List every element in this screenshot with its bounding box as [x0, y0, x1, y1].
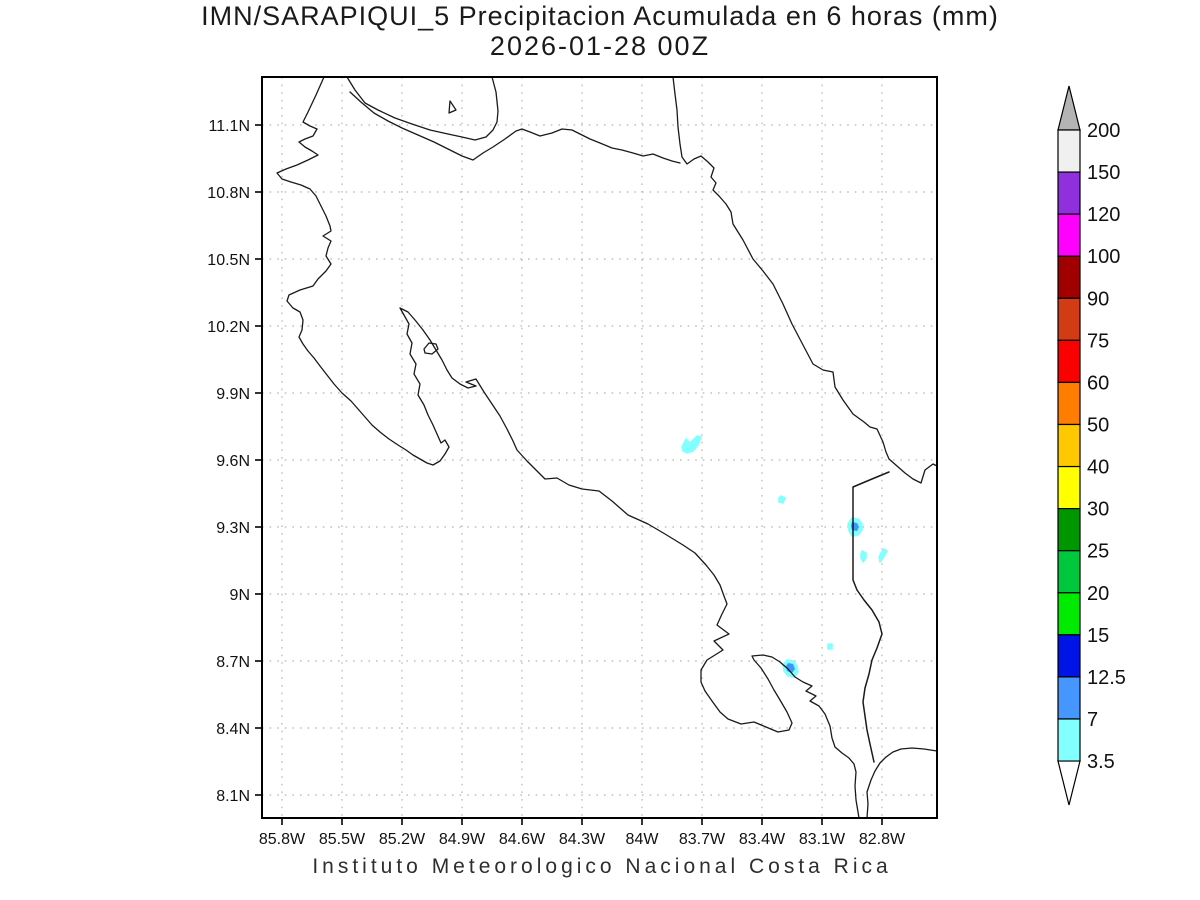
x-tick-label: 84.3W — [559, 831, 606, 848]
colorbar-level-label: 200 — [1087, 120, 1120, 142]
colorbar-level-label: 7 — [1087, 709, 1098, 731]
y-tick-label: 8.7N — [216, 654, 250, 671]
colorbar-level-label: 75 — [1087, 330, 1109, 352]
colorbar-level-label: 20 — [1087, 583, 1109, 605]
lake-islet — [448, 100, 457, 114]
colorbar-level-label: 15 — [1087, 625, 1109, 647]
burica-east-panama-coast — [866, 747, 938, 819]
pacific-coastline — [276, 76, 860, 819]
x-tick-label: 83.1W — [799, 831, 846, 848]
y-tick-label: 10.2N — [207, 319, 250, 336]
colorbar-level-label: 90 — [1087, 288, 1109, 310]
y-tick-label: 9.9N — [216, 386, 250, 403]
y-tick-label: 11.1N — [208, 118, 250, 135]
colorbar-segment — [1057, 255, 1081, 299]
colorbar-segment — [1057, 676, 1081, 720]
precip-core-golfito — [786, 663, 795, 673]
x-tick-label: 84.6W — [499, 831, 546, 848]
colorbar-level-label: 25 — [1087, 541, 1109, 563]
colorbar-level-label: 3.5 — [1087, 751, 1115, 773]
colorbar-level-label: 150 — [1087, 162, 1120, 184]
figure-valid-time: 2026-01-28 00Z — [489, 30, 711, 61]
colorbar-segment — [1057, 465, 1081, 510]
x-tick-label: 84.9W — [439, 831, 486, 848]
y-tick-label: 8.4N — [216, 721, 250, 738]
x-tick-label: 84W — [626, 831, 660, 848]
precip-speck-2 — [860, 550, 867, 563]
colorbar-level-label: 12.5 — [1087, 667, 1126, 689]
x-tick-label: 82.8W — [859, 831, 906, 848]
colorbar-level-label: 30 — [1087, 499, 1109, 521]
colorbar-segment — [1057, 213, 1081, 257]
y-tick-label: 8.1N — [216, 788, 250, 805]
figure-title: IMN/SARAPIQUI_5 Precipitacion Acumulada … — [201, 1, 999, 31]
colorbar-segment — [1057, 381, 1081, 426]
colorbar-level-label: 100 — [1087, 246, 1120, 268]
san-juan-border-river — [349, 91, 681, 164]
y-tick-label: 9.3N — [216, 520, 250, 537]
precip-speck-3 — [878, 548, 888, 563]
chira-island — [423, 342, 439, 355]
x-tick-label: 83.4W — [739, 831, 786, 848]
precip-cell-sarapiqui — [681, 435, 702, 454]
colorbar-segment — [1057, 171, 1081, 215]
colorbar-segment — [1057, 592, 1081, 636]
colorbar-segment — [1057, 634, 1081, 678]
colorbar-segment — [1057, 550, 1081, 594]
y-tick-label: 9N — [230, 587, 250, 604]
x-tick-label: 83.7W — [679, 831, 726, 848]
colorbar-segment — [1057, 129, 1081, 173]
figure-title-block: IMN/SARAPIQUI_5 Precipitacion Acumulada … — [0, 1, 1200, 61]
y-tick-label: 10.8N — [207, 185, 250, 202]
colorbar-over-arrow — [1057, 85, 1081, 131]
colorbar-segment — [1057, 508, 1081, 552]
x-tick-label: 85.5W — [319, 831, 366, 848]
plot-border — [261, 76, 938, 819]
x-tick-label: 85.2W — [379, 831, 426, 848]
colorbar-level-label: 120 — [1087, 204, 1120, 226]
colorbar-segment — [1057, 297, 1081, 341]
colorbar-segment — [1057, 423, 1081, 468]
y-tick-label: 10.5N — [207, 252, 250, 269]
panama-border — [852, 471, 890, 763]
colorbar-segment — [1057, 718, 1081, 762]
colorbar-level-label: 40 — [1087, 457, 1109, 479]
colorbar-level-label: 60 — [1087, 372, 1109, 394]
colorbar-level-label: 50 — [1087, 414, 1109, 436]
colorbar-segment — [1057, 339, 1081, 384]
colorbar-under-arrow — [1057, 760, 1081, 806]
nicaragua-lake-shore — [346, 76, 499, 141]
precip-speck-4 — [827, 643, 833, 650]
caribbean-coastline — [672, 76, 938, 484]
footer-attribution: Instituto Meteorologico Nacional Costa R… — [312, 855, 892, 878]
x-tick-label: 85.8W — [259, 831, 306, 848]
precip-speck-1 — [778, 495, 786, 504]
y-tick-label: 9.6N — [216, 453, 250, 470]
